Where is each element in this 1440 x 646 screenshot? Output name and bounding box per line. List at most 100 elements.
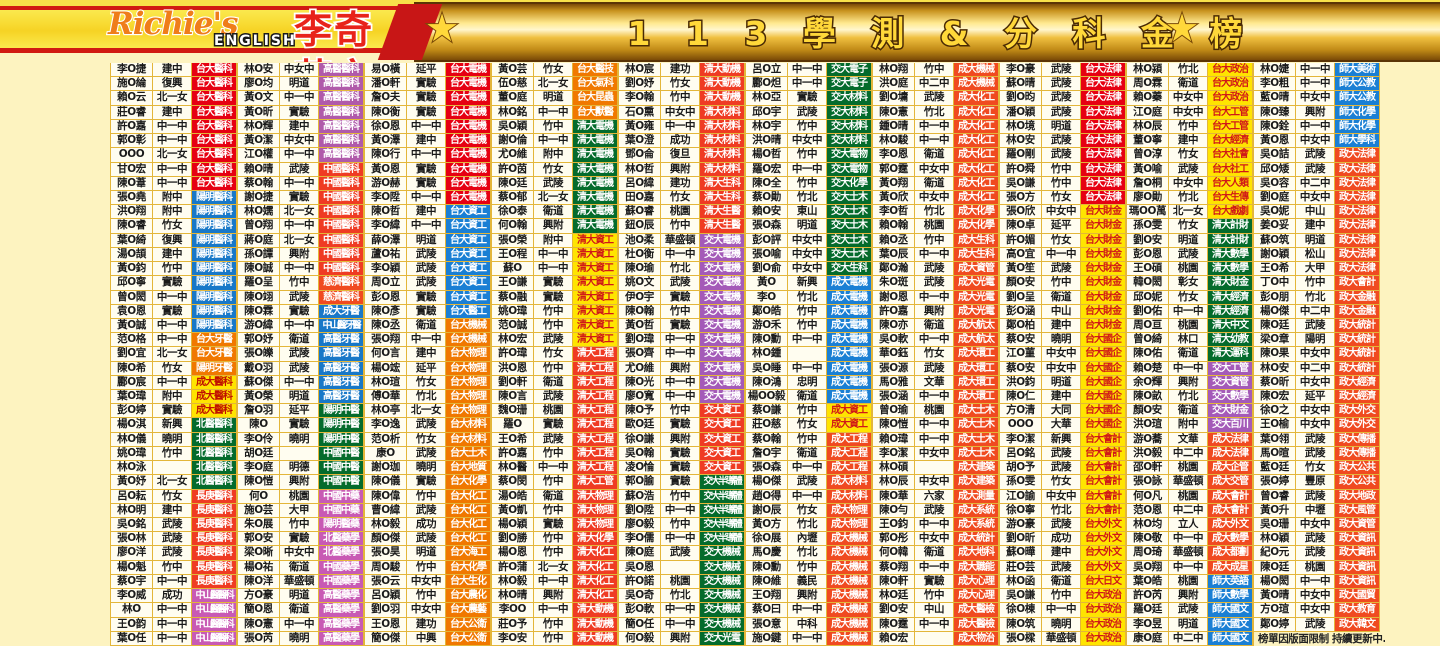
student-name: 酈O炟	[746, 77, 788, 92]
admitted-program-badge: 清大生醫	[700, 205, 745, 220]
table-row: 顏O安 衛道 交大財金	[1127, 404, 1253, 419]
admitted-program-badge: 成大材料	[827, 489, 872, 504]
student-school: 武陵	[1042, 518, 1081, 533]
student-name: 呂O銘	[1000, 446, 1042, 462]
admitted-program-badge: 交大機械	[700, 546, 745, 561]
student-school: 中女中	[280, 134, 319, 149]
student-name: 施O綸	[111, 77, 153, 92]
student-school: 竹中	[1169, 119, 1208, 135]
student-school: 中女中	[915, 162, 954, 177]
table-row: 李O潔 中女中 成大土木	[873, 446, 999, 462]
table-row: 謝O捷 實驗 中國醫科	[238, 190, 364, 206]
admitted-program-badge: 成大建築	[954, 475, 999, 490]
student-school: 竹中	[661, 304, 700, 319]
star-icon-left: ★	[424, 6, 460, 50]
student-school: 武陵	[915, 262, 954, 277]
admitted-program-badge: 交大電機	[700, 304, 745, 319]
student-name: 廖O洋	[111, 546, 153, 561]
student-school: 武陵	[1169, 247, 1208, 263]
brand-logo[interactable]: Richie's ENGLISH 李奇英文	[107, 0, 408, 62]
student-school: 中一中	[915, 290, 954, 305]
student-school: 實驗	[407, 176, 446, 191]
admitted-program-badge: 成大環工	[954, 390, 999, 405]
table-row: 洪O毅 中二中 成大法律	[1127, 446, 1253, 462]
table-row: 林O 中一中 中山醫醫科	[111, 603, 237, 618]
admitted-program-badge: 清大經濟	[1208, 290, 1253, 305]
table-row: 孫O雯 竹女 台大會計	[1000, 475, 1126, 490]
table-row: 尤O維 興附 交大電機	[619, 361, 745, 376]
table-row: 王O碩 桃園 清大數學	[1127, 262, 1253, 277]
student-name: 林O亞	[746, 91, 788, 106]
table-row: 林O哲 興附 清大材料	[619, 162, 745, 177]
student-school: 實驗	[407, 290, 446, 305]
student-school: 附中	[1169, 418, 1208, 433]
table-row: 范O析 竹女 台大材料	[365, 432, 491, 447]
student-school: 中一中	[1169, 532, 1208, 547]
student-school: 中女中	[1296, 91, 1335, 106]
student-name: 許O嘉	[873, 304, 915, 319]
admitted-program-badge: 成大企管	[1208, 461, 1253, 476]
admitted-program-badge: 中國醫科	[319, 190, 364, 206]
student-school	[280, 446, 319, 462]
admitted-program-badge: 台大日文	[1081, 574, 1126, 590]
admitted-program-badge: 清大經濟	[1208, 304, 1253, 319]
student-school: 武陵	[1042, 446, 1081, 462]
student-name: 朱O展	[238, 518, 280, 533]
admitted-program-badge: 台大政治	[1208, 77, 1253, 92]
admitted-program-badge: 台大經濟	[1208, 134, 1253, 149]
admitted-program-badge: 高醫醫科	[319, 148, 364, 163]
table-row: 李O潔 新興 台大會計	[1000, 432, 1126, 447]
table-row: 范O格 中一中 台大牙醫	[111, 333, 237, 348]
admitted-program-badge: 中山醫醫科	[192, 617, 237, 632]
student-name: 楊O傑	[746, 475, 788, 490]
student-school: 中一中	[1169, 304, 1208, 319]
admitted-program-badge: 台大海工	[446, 546, 491, 561]
student-school: 竹中	[1042, 589, 1081, 604]
student-school: 竹中	[534, 119, 573, 135]
table-row: 洪O晴 中女中 交大材料	[746, 134, 872, 149]
table-row: 楊O哲 竹中 交大電物	[746, 148, 872, 163]
table-row: 蘇O曄 建中 台大外文	[1000, 546, 1126, 561]
admitted-program-badge: 成大測量	[954, 489, 999, 504]
admitted-program-badge: 政大法律	[1335, 219, 1380, 234]
table-row: 鄧O侖 復旦 清大材料	[619, 148, 745, 163]
student-school: 曉明	[153, 432, 192, 447]
table-row: 林O嬬 北一女 中國醫科	[238, 205, 364, 220]
student-school: 竹北	[788, 546, 827, 561]
table-row: 謝O穎 松山 政大法律	[1254, 247, 1386, 263]
student-school: 竹中	[153, 446, 192, 462]
student-name: 林O哲	[619, 162, 661, 177]
student-school: 衛道	[1169, 347, 1208, 362]
student-school: 中一中	[788, 603, 827, 618]
admitted-program-badge: 交大電物	[827, 148, 872, 163]
admitted-program-badge: 台大醫技	[573, 63, 618, 78]
table-row: 張O林 武陵 長庚醫科	[111, 532, 237, 547]
student-name: 徐O棟	[1000, 603, 1042, 618]
table-row: 林O安 中二中 政大統計	[1254, 361, 1386, 376]
table-row: 陳O愷 興附 中國中醫	[238, 475, 364, 490]
table-row: 彭O恩 實驗 台大資工	[365, 290, 491, 305]
admitted-program-badge: 高醫藥學	[319, 617, 364, 632]
table-row: 詹O羽 延平 陽明中醫	[238, 404, 364, 419]
table-row: 蔡O郁 北一女 清大電機	[492, 190, 618, 206]
table-row: 葉O任 中一中 中山醫醫科	[111, 631, 237, 646]
student-name: 羅O呈	[238, 276, 280, 291]
table-row: 蔡O宇 中一中 長庚醫科	[111, 574, 237, 590]
student-school: 興附	[1169, 589, 1208, 604]
table-row: 李O捷 建中 台大醫科	[111, 63, 237, 78]
table-row: 劉O佑 中一中 清大經濟	[1127, 304, 1253, 319]
table-row: 王O希 武陵 清大工程	[492, 432, 618, 447]
student-school: 中女中	[1296, 375, 1335, 391]
student-school	[915, 461, 954, 476]
student-name: 施O鍵	[746, 631, 788, 646]
student-name: 張O意	[746, 617, 788, 632]
student-name: 張O婷	[1254, 475, 1296, 490]
admitted-program-badge: 成大機械	[827, 574, 872, 590]
student-school: 實驗	[661, 446, 700, 462]
student-school: 中一中	[1296, 574, 1335, 590]
student-name: 黃O鈞	[111, 262, 153, 277]
admitted-program-badge: 陽明醫科	[192, 205, 237, 220]
student-name: 彭O恩	[1127, 247, 1169, 263]
student-name: 劉O昕	[1000, 532, 1042, 547]
admitted-program-badge: 台大地質	[446, 461, 491, 476]
